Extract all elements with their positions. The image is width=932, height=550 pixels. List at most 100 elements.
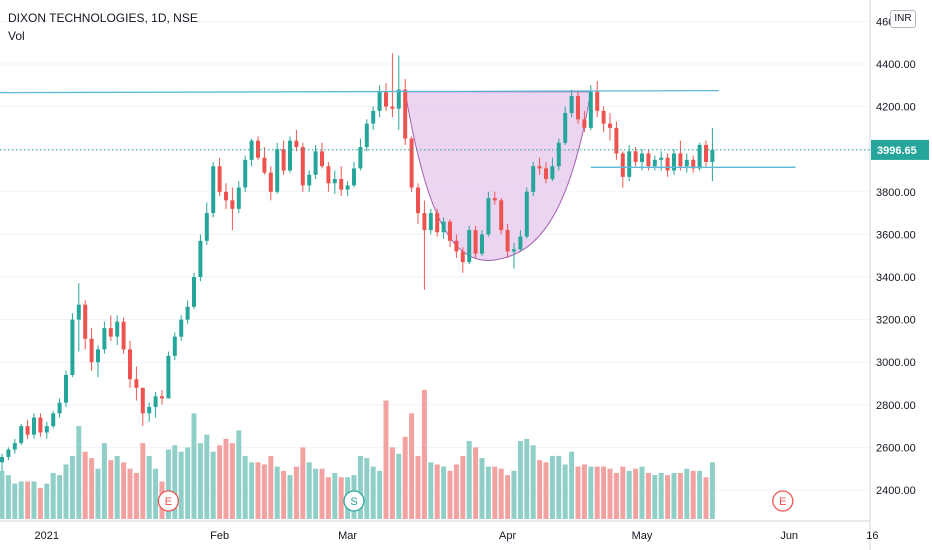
volume-bar bbox=[300, 447, 306, 519]
candle-body bbox=[217, 166, 222, 192]
candle-body bbox=[76, 304, 81, 320]
volume-bar bbox=[441, 466, 447, 519]
volume-bar bbox=[268, 455, 274, 519]
event-marker-e[interactable]: E bbox=[157, 490, 180, 512]
price-axis: 2400.00 2600.00 2800.00 3000.00 3200.00 3400.… bbox=[876, 16, 916, 497]
candle-body bbox=[115, 321, 120, 337]
last-price-box bbox=[871, 139, 929, 160]
candle-body bbox=[569, 95, 574, 113]
candle-body bbox=[518, 236, 523, 250]
volume-bar bbox=[409, 413, 415, 519]
time-tick-label: Mar bbox=[338, 530, 357, 542]
candle-body bbox=[678, 153, 683, 167]
candle-body bbox=[595, 91, 600, 111]
volume-bar bbox=[121, 462, 127, 519]
candle-body bbox=[505, 230, 510, 252]
candle-body bbox=[672, 153, 676, 171]
candle-body bbox=[57, 402, 62, 414]
candle-body bbox=[704, 144, 708, 162]
volume-bar bbox=[517, 441, 523, 519]
volume-bar bbox=[293, 466, 299, 519]
candle-body bbox=[640, 153, 644, 162]
candle-body bbox=[371, 110, 376, 124]
volume-bar bbox=[319, 468, 325, 519]
volume-bar bbox=[652, 475, 658, 519]
volume-bar bbox=[377, 470, 383, 519]
candle-body bbox=[576, 95, 580, 120]
candle-body bbox=[588, 91, 593, 128]
volume-bar bbox=[434, 464, 440, 519]
volume-bar bbox=[133, 472, 139, 519]
volume-bar bbox=[645, 472, 651, 519]
candle-body bbox=[313, 151, 318, 175]
event-marker-s[interactable]: S bbox=[343, 490, 365, 512]
volume-bar bbox=[242, 455, 248, 519]
candle-body bbox=[710, 149, 715, 162]
volume-bar bbox=[223, 438, 229, 519]
volume-bar bbox=[569, 451, 575, 519]
symbol-title[interactable]: DIXON TECHNOLOGIES, 1D, NSE bbox=[8, 11, 198, 25]
candle-body bbox=[601, 110, 606, 124]
volume-bar bbox=[44, 483, 50, 519]
volume-bar bbox=[620, 466, 626, 519]
volume-bar bbox=[127, 468, 133, 519]
volume-bar bbox=[255, 462, 261, 519]
currency-badge[interactable]: INR bbox=[890, 10, 916, 28]
candle-body bbox=[38, 417, 43, 433]
volume-bars bbox=[0, 389, 715, 519]
volume-bar bbox=[658, 472, 664, 519]
candle-body bbox=[345, 185, 350, 190]
event-label: E bbox=[165, 496, 172, 508]
price-tick-label: 3600.00 bbox=[876, 229, 916, 241]
candle-body bbox=[262, 157, 267, 173]
volume-bar bbox=[217, 445, 223, 519]
candle-body bbox=[537, 166, 542, 169]
last-price-label: 3996.65 bbox=[871, 139, 929, 160]
volume-bar bbox=[473, 447, 479, 519]
volume-bar bbox=[537, 460, 543, 519]
candle-body bbox=[128, 349, 132, 380]
volume-bar bbox=[415, 455, 421, 519]
volume-bar bbox=[453, 464, 459, 519]
volume-bar bbox=[108, 460, 114, 519]
volume-bar bbox=[287, 475, 293, 519]
candle-body bbox=[243, 159, 248, 188]
candle-body bbox=[249, 140, 254, 160]
volume-bar bbox=[492, 466, 498, 519]
last-price-text: 3996.65 bbox=[877, 145, 917, 157]
candle-body bbox=[473, 230, 478, 254]
price-tick-label: 3400.00 bbox=[876, 272, 916, 284]
volume-bar bbox=[479, 458, 485, 519]
volume-bar bbox=[306, 462, 312, 519]
volume-bar bbox=[370, 466, 376, 519]
candle-body bbox=[0, 456, 4, 463]
volume-bar bbox=[639, 466, 645, 519]
candle-body bbox=[307, 174, 312, 186]
volume-bar bbox=[671, 472, 677, 519]
event-marker-e[interactable]: E bbox=[772, 490, 794, 512]
candle-body bbox=[428, 213, 433, 231]
candle-body bbox=[51, 413, 56, 427]
candle-body bbox=[192, 277, 196, 307]
volume-bar bbox=[581, 464, 587, 519]
volume-bar bbox=[549, 455, 555, 519]
volume-bar bbox=[25, 481, 31, 519]
volume-bar bbox=[114, 455, 120, 519]
volume-bar bbox=[249, 462, 255, 519]
volume-indicator-label[interactable]: Vol bbox=[8, 29, 25, 43]
candle-body bbox=[627, 151, 632, 177]
candle-body bbox=[492, 198, 497, 201]
price-tick-label: 2600.00 bbox=[876, 442, 916, 454]
volume-bar bbox=[185, 447, 191, 519]
volume-bar bbox=[236, 430, 242, 519]
event-circle bbox=[157, 490, 180, 512]
volume-bar bbox=[191, 413, 197, 519]
candle-body bbox=[230, 200, 235, 209]
candle-body bbox=[352, 168, 356, 186]
volume-bar bbox=[18, 481, 24, 519]
volume-bar bbox=[677, 472, 683, 519]
candle-body bbox=[83, 304, 88, 339]
candle-body bbox=[256, 140, 260, 158]
volume-bar bbox=[428, 462, 434, 519]
